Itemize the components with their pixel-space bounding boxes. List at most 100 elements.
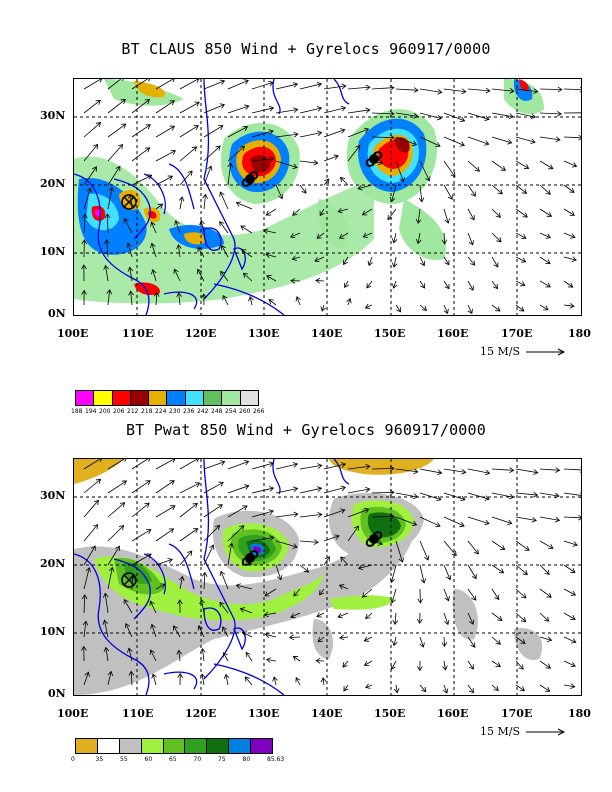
wind-vector-head	[367, 260, 373, 267]
wind-vector-head	[265, 210, 271, 216]
panel2-ylabel-20n: 20N	[40, 557, 66, 570]
wind-vector-head	[268, 105, 275, 112]
wind-vector-head	[293, 591, 299, 597]
panel1-xlabel: 150E	[374, 327, 406, 340]
colorbar-swatch	[112, 391, 131, 405]
wind-vector	[323, 535, 340, 542]
wind-vector-head	[95, 478, 102, 484]
wind-vector	[290, 232, 301, 238]
wind-vector	[347, 86, 370, 90]
wind-vector-head	[197, 246, 203, 253]
wind-vector-head	[339, 233, 345, 239]
wind-vector	[203, 544, 214, 566]
wind-vector	[155, 459, 175, 470]
wind-vector	[323, 155, 339, 162]
wind-vector	[563, 660, 576, 667]
wind-vector	[563, 136, 581, 139]
wind-vector	[491, 304, 501, 312]
wind-vector-head	[413, 112, 419, 119]
wind-vector-head	[167, 557, 173, 564]
wind-vector	[563, 88, 581, 91]
wind-vector-head	[396, 307, 402, 313]
wind-vector-head	[201, 571, 208, 577]
wind-vector-head	[319, 210, 325, 217]
wind-vector	[491, 280, 498, 289]
wind-vector	[275, 564, 282, 580]
wind-vector	[366, 280, 373, 289]
wind-vector	[365, 684, 373, 688]
wind-vector-head	[461, 88, 467, 95]
wind-vector-head	[484, 140, 490, 146]
wind-vector-head	[81, 264, 87, 270]
wind-vector	[419, 304, 427, 311]
wind-vector	[123, 599, 133, 614]
wind-vector-head	[365, 107, 371, 114]
wind-vector	[251, 107, 274, 114]
wind-vector	[225, 674, 229, 686]
wind-vector-head	[315, 657, 321, 664]
wind-vector-head	[153, 291, 160, 297]
wind-vector-head	[124, 459, 127, 462]
wind-vector	[178, 650, 181, 662]
wind-vector-head	[146, 174, 153, 180]
wind-vector	[155, 150, 176, 162]
wind-vector-head	[450, 171, 456, 178]
wind-vector	[362, 588, 373, 598]
wind-vector	[107, 144, 123, 162]
wind-vector-head	[176, 292, 182, 298]
wind-vector	[275, 184, 283, 199]
wind-vector	[107, 79, 122, 90]
wind-vector	[83, 166, 97, 186]
wind-vector	[155, 100, 175, 114]
wind-vector	[395, 516, 417, 526]
wind-vector	[83, 459, 101, 470]
wind-vector	[227, 105, 249, 114]
wind-vector-head	[451, 550, 457, 557]
wind-vector	[323, 178, 330, 186]
wind-vector	[323, 85, 346, 90]
wind-vector-head	[533, 88, 539, 94]
wind-vector-head	[243, 459, 250, 466]
colorbar-swatch	[97, 739, 120, 753]
wind-vector	[443, 304, 449, 314]
wind-vector-head	[219, 79, 226, 85]
wind-vector	[515, 256, 526, 263]
wind-vector-head	[150, 242, 156, 249]
panel2-typhoon-symbol-2	[365, 531, 383, 547]
panel2-xlabel: 150E	[374, 707, 406, 720]
wind-vector-head	[197, 625, 203, 631]
panel1-map-graphic	[74, 79, 581, 315]
wind-vector	[219, 191, 229, 210]
wind-vector	[563, 256, 577, 261]
wind-vector	[491, 684, 499, 691]
wind-vector	[443, 208, 449, 224]
wind-vector	[203, 525, 220, 542]
wind-vector	[179, 503, 198, 518]
wind-vector	[563, 160, 577, 167]
wind-vector	[491, 232, 502, 243]
wind-vector-head	[545, 663, 552, 669]
wind-vector	[201, 599, 205, 614]
wind-vector	[515, 232, 527, 239]
wind-vector-head	[200, 648, 206, 654]
wind-vector	[515, 588, 527, 599]
wind-vector	[219, 602, 229, 614]
wind-vector	[83, 545, 96, 566]
panel2-reference-vector: 15 M/S	[480, 725, 569, 738]
wind-vector	[251, 130, 274, 138]
wind-vector	[266, 659, 277, 662]
wind-vector	[83, 524, 98, 542]
wind-vector-head	[99, 459, 102, 463]
wind-vector-head	[364, 303, 371, 309]
wind-vector	[275, 109, 298, 114]
wind-vector-head	[81, 594, 88, 600]
wind-vector	[539, 684, 550, 692]
wind-vector	[443, 612, 449, 625]
colorbar-swatch	[94, 391, 113, 405]
colorbar-label: 60	[144, 756, 153, 763]
wind-vector-head	[316, 106, 323, 112]
colorbar-swatch	[222, 391, 241, 405]
wind-vector	[539, 184, 551, 195]
colorbar-label: 35	[95, 756, 104, 763]
wind-vector-head	[500, 165, 506, 171]
